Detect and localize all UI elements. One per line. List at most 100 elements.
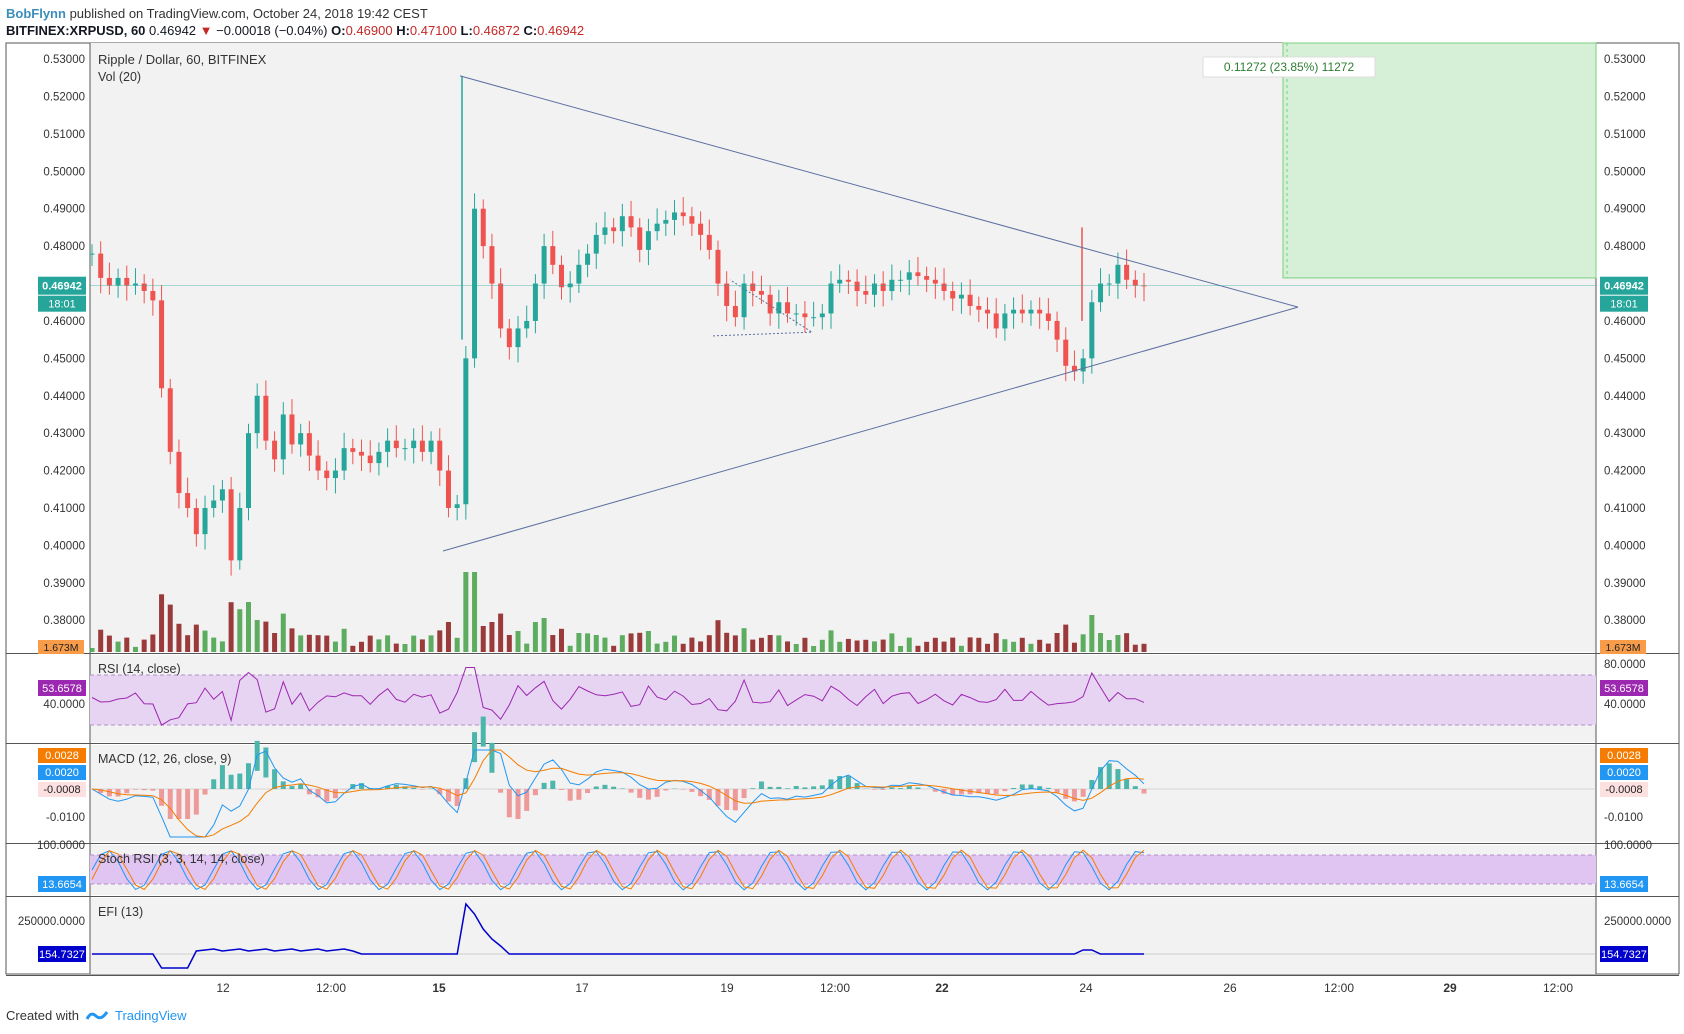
price-tick-right: 0.49000 — [1604, 204, 1646, 216]
macd-histogram-bar — [263, 747, 269, 778]
macd-histogram-bar — [837, 776, 843, 789]
volume-bar — [98, 629, 104, 652]
macd-histogram-bar — [245, 763, 251, 789]
macd-histogram-bar — [541, 782, 547, 789]
countdown-tag-left — [38, 295, 86, 312]
volume-bar — [437, 630, 443, 652]
candle-body — [871, 283, 877, 295]
candle-body — [1124, 264, 1130, 280]
volume-bar — [1080, 634, 1086, 652]
candle-body — [941, 283, 947, 292]
rsi-band — [90, 675, 1596, 725]
macd-tag-label-right: -0.0008 — [1605, 784, 1642, 796]
candle-body — [1106, 283, 1112, 285]
tradingview-link[interactable]: TradingView — [114, 1008, 187, 1023]
volume-bar — [628, 633, 634, 652]
countdown-tag-right — [1600, 295, 1648, 312]
stoch-tick-right: 100.0000 — [1604, 840, 1652, 852]
volume-bar — [159, 594, 165, 652]
macd-histogram-bar — [785, 788, 791, 789]
macd-tag-label-right: 0.0028 — [1607, 750, 1641, 762]
volume-bar — [193, 624, 199, 652]
macd-histogram-bar — [411, 787, 417, 789]
volume-bar — [811, 646, 817, 652]
volume-bar — [532, 622, 538, 652]
candle-body — [758, 291, 764, 295]
price-tick-left: 0.43000 — [43, 428, 85, 440]
candle-body — [602, 227, 608, 235]
candle-body — [437, 440, 443, 471]
volume-bar — [419, 639, 425, 652]
macd-histogram-bar — [472, 732, 478, 763]
volume-bar — [898, 646, 904, 652]
chart-canvas[interactable]: 0.53000 0.53000 0.52000 0.52000 0.51000 0.510… — [0, 0, 1684, 1000]
volume-bar — [950, 637, 956, 652]
volume-bar — [289, 628, 295, 652]
macd-histogram-bar — [637, 789, 643, 798]
volume-bar — [367, 635, 373, 652]
volume-bar — [445, 622, 451, 652]
candle-body — [680, 212, 686, 217]
candle-body — [550, 246, 556, 265]
volume-bar — [498, 613, 504, 652]
volume-bar — [1028, 643, 1034, 652]
macd-histogram-bar — [167, 789, 173, 819]
volume-bar — [993, 633, 999, 652]
volume-tag-label-left: 1.673M — [43, 642, 78, 654]
volume-bar — [724, 632, 730, 652]
volume-bar — [454, 637, 460, 652]
volume-bar — [715, 620, 721, 652]
candle-body — [245, 433, 251, 508]
macd-tag-left-1 — [38, 765, 86, 780]
author-link[interactable]: BobFlynn — [6, 6, 66, 21]
volume-bar — [376, 639, 382, 652]
macd-histogram-bar — [202, 789, 208, 795]
macd-histogram-bar — [741, 789, 747, 799]
candle-body — [558, 264, 564, 288]
macd-histogram-bar — [993, 789, 999, 795]
volume-bar — [593, 635, 599, 652]
volume-bar — [645, 631, 651, 652]
candle-body — [724, 283, 730, 306]
price-tick-right: 0.51000 — [1604, 129, 1646, 141]
volume-bar — [506, 635, 512, 652]
volume-bar — [776, 635, 782, 652]
candle-body — [167, 388, 173, 452]
price-tick-right: 0.39000 — [1604, 578, 1646, 590]
candle-body — [619, 216, 625, 232]
candle-body — [628, 216, 634, 228]
candle-body — [837, 279, 843, 284]
macd-histogram-bar — [628, 789, 634, 793]
volume-bar — [976, 637, 982, 652]
candle-body — [480, 208, 486, 247]
macd-signal-line — [91, 749, 1145, 838]
volume-bar — [680, 643, 686, 652]
candle-body — [219, 489, 225, 501]
candle-body — [515, 328, 521, 348]
candle-body — [715, 249, 721, 284]
tradingview-logo-icon — [85, 1010, 109, 1020]
macd-histogram-bar — [1063, 789, 1069, 799]
candle-body — [845, 279, 851, 282]
volume-bar — [402, 644, 408, 652]
macd-tick-left: -0.0100 — [46, 812, 85, 824]
volume-bar — [741, 628, 747, 652]
volume-bar — [541, 618, 547, 652]
candle-body — [593, 234, 599, 254]
time-tick: 17 — [575, 981, 589, 995]
macd-histogram-bar — [958, 789, 964, 795]
candle-body — [1037, 309, 1043, 314]
macd-histogram-bar — [776, 786, 782, 789]
volume-bar — [941, 641, 947, 652]
volume-bar — [115, 641, 121, 652]
candle-body — [750, 283, 756, 292]
candle-body — [324, 470, 330, 479]
candle-body — [463, 358, 469, 505]
rsi-tag-label-left: 53.6578 — [42, 683, 82, 695]
candle-body — [967, 294, 973, 306]
volume-bar — [785, 641, 791, 652]
macd-histogram-bar — [306, 789, 312, 795]
efi-tag-right — [1600, 946, 1648, 962]
volume-bar — [306, 634, 312, 652]
candle-body — [211, 500, 217, 508]
